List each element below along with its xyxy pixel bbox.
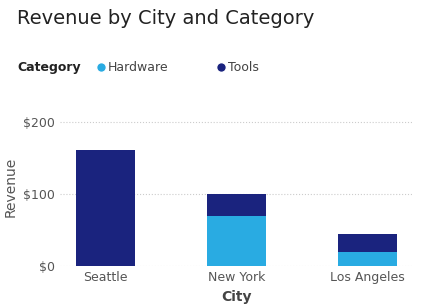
Bar	[338, 234, 397, 252]
Bar	[207, 194, 266, 216]
X-axis label: City: City	[221, 290, 252, 304]
Text: Revenue by City and Category: Revenue by City and Category	[17, 9, 315, 28]
Text: Tools: Tools	[228, 61, 259, 74]
Text: Hardware: Hardware	[108, 61, 168, 74]
Bar	[338, 252, 397, 266]
Text: Category: Category	[17, 61, 81, 74]
Bar	[207, 216, 266, 266]
Y-axis label: Revenue: Revenue	[4, 157, 18, 217]
Bar	[76, 151, 135, 266]
